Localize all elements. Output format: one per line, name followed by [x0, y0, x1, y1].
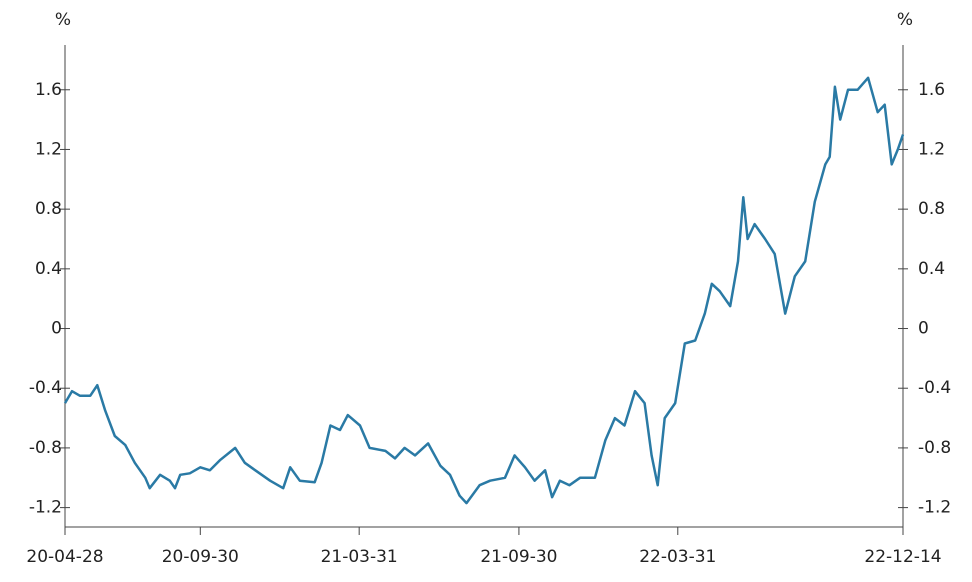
y-tick-label: -0.4 [29, 378, 62, 398]
line [63, 76, 905, 505]
y-tick-label: 1.6 [35, 80, 62, 100]
y2-tick-label: 0 [918, 319, 929, 339]
y2-tick-label: -1.2 [918, 498, 951, 518]
y2-tick-label: 1.2 [918, 139, 945, 159]
x-tick-label: 21-09-30 [480, 547, 557, 567]
x-tick-label: 22-03-31 [639, 547, 716, 567]
x-tick-label: 22-12-14 [864, 547, 941, 567]
y-tick-label: 1.2 [35, 139, 62, 159]
y2-tick-label: -0.4 [918, 378, 951, 398]
y-tick-label: 0.4 [35, 259, 62, 279]
y2-tick-label: 0.4 [918, 259, 945, 279]
y-tick-label: -0.8 [29, 438, 62, 458]
y2-tick-label: 1.6 [918, 80, 945, 100]
x-tick-label: 20-09-30 [162, 547, 239, 567]
x-tick-label: 20-04-28 [26, 547, 103, 567]
y-axis-label: % [55, 10, 71, 30]
y2-tick-label: -0.8 [918, 438, 951, 458]
y2-axis-label: % [897, 10, 913, 30]
y-tick-label: 0.8 [35, 199, 62, 219]
y-tick-label: 0 [51, 319, 62, 339]
y2-tick-label: 0.8 [918, 199, 945, 219]
y-tick-label: -1.2 [29, 498, 62, 518]
x-tick-label: 21-03-31 [321, 547, 398, 567]
